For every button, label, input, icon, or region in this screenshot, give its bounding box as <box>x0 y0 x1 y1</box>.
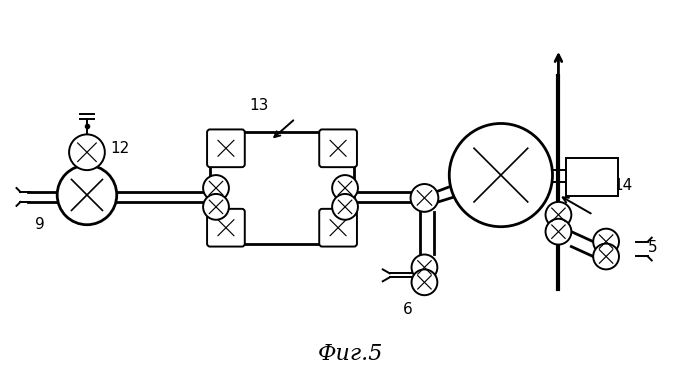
Circle shape <box>57 165 117 225</box>
Circle shape <box>545 219 571 245</box>
Circle shape <box>332 175 358 201</box>
Circle shape <box>593 229 619 255</box>
Circle shape <box>410 184 438 212</box>
Text: 9: 9 <box>36 217 46 232</box>
Bar <box>566 158 618 196</box>
Circle shape <box>412 269 438 295</box>
FancyBboxPatch shape <box>207 209 245 246</box>
Text: 13: 13 <box>249 98 268 113</box>
Text: 14: 14 <box>613 177 633 192</box>
FancyBboxPatch shape <box>319 129 357 167</box>
Text: 5: 5 <box>648 240 657 255</box>
Circle shape <box>593 244 619 269</box>
FancyBboxPatch shape <box>207 129 245 167</box>
Circle shape <box>203 194 229 220</box>
Circle shape <box>449 123 552 227</box>
FancyBboxPatch shape <box>319 209 357 246</box>
Circle shape <box>332 194 358 220</box>
Text: Фиг.5: Фиг.5 <box>317 343 383 365</box>
Circle shape <box>412 255 438 280</box>
Text: 6: 6 <box>402 302 412 316</box>
Circle shape <box>69 134 105 170</box>
Circle shape <box>545 202 571 228</box>
Text: 12: 12 <box>110 141 130 156</box>
Circle shape <box>203 175 229 201</box>
